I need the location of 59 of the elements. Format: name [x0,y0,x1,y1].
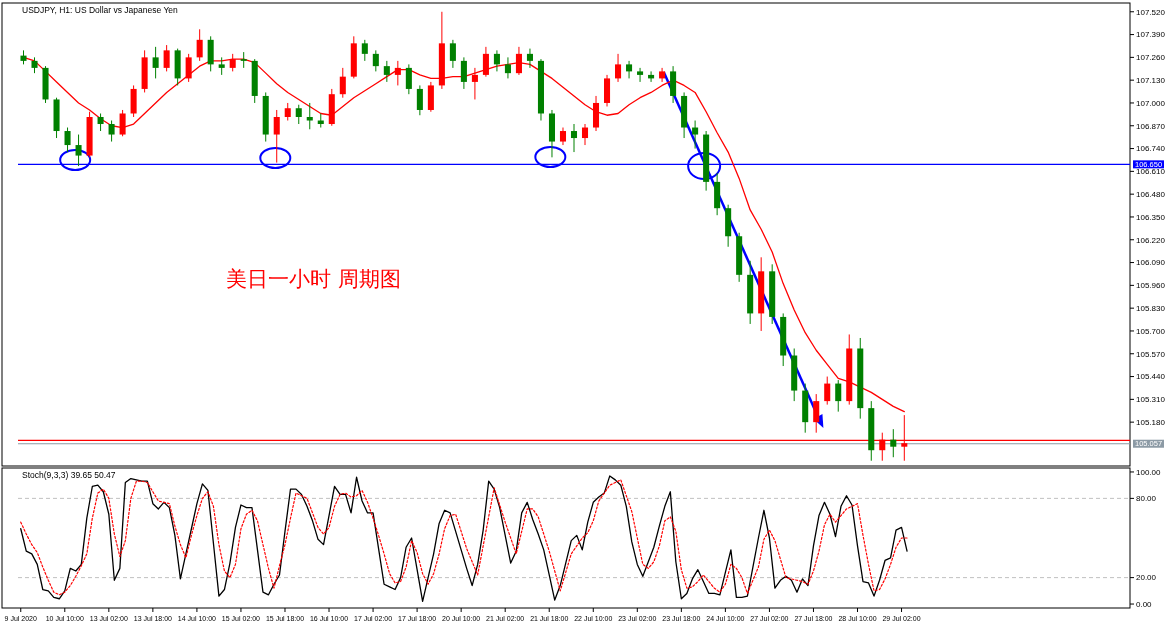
candlestick [471,67,478,100]
candlestick [449,39,456,69]
candlestick [75,134,82,167]
candlestick [493,49,500,72]
y-tick-label: 100.00 [1136,467,1162,477]
y-tick-label: 105.960 [1136,281,1166,291]
candlestick [416,84,423,116]
candlestick [405,63,412,95]
candlestick [637,67,644,83]
chart-title: Stoch(9,3,3) 39.65 50.47 [22,470,116,480]
candlestick [890,428,897,458]
y-tick-label: 105.440 [1136,372,1166,382]
chart-title: USDJPY, H1: US Dollar vs Japanese Yen [22,5,179,15]
candlestick [581,123,589,146]
y-tick-label: 107.390 [1136,30,1166,40]
y-tick-label: 106.090 [1136,258,1166,268]
candlestick [372,49,379,72]
candlestick [570,123,578,153]
candlestick [835,379,842,413]
candlestick [119,109,126,137]
candlestick [339,67,346,99]
candlestick [295,104,302,125]
candlestick [273,109,280,164]
y-tick-label: 105.700 [1136,326,1166,336]
y-tick-label: 106.350 [1136,212,1166,222]
candlestick [626,60,633,79]
y-tick-label: 107.520 [1136,7,1166,17]
candlestick [504,56,511,79]
y-tick-label: 105.310 [1136,395,1166,405]
y-tick-label: 20.00 [1136,573,1157,583]
y-tick-label: 107.000 [1136,98,1166,108]
candlestick [306,102,313,130]
candlestick [659,67,666,83]
candlestick [361,39,368,62]
candlestick [108,120,115,143]
y-tick-label: 0.00 [1136,599,1153,609]
y-tick-label: 106.220 [1136,235,1166,245]
candlestick [460,56,467,90]
candlestick [615,53,622,83]
y-tick-label: 106.610 [1136,167,1166,177]
y-tick-label: 106.480 [1136,189,1166,199]
candlestick [394,60,401,86]
candlestick [196,28,203,62]
y-tick-label: 105.570 [1136,349,1166,359]
candlestick [824,376,831,406]
candlestick [383,60,390,83]
candlestick [526,48,533,69]
y-tick-label: 105.830 [1136,303,1166,313]
y-tick-label: 106.870 [1136,121,1166,131]
candlestick [64,127,71,153]
y-tick-label: 107.260 [1136,53,1166,63]
y-tick-label: 107.130 [1136,75,1166,85]
candlestick [163,44,170,72]
annotation: 美日一小时 周期图 [226,267,401,291]
y-tick-label: 106.740 [1136,144,1166,154]
candlestick [692,120,699,150]
y-tick-label: 105.180 [1136,417,1166,427]
y-tick-label: 80.00 [1136,494,1157,504]
candlestick [152,46,159,79]
